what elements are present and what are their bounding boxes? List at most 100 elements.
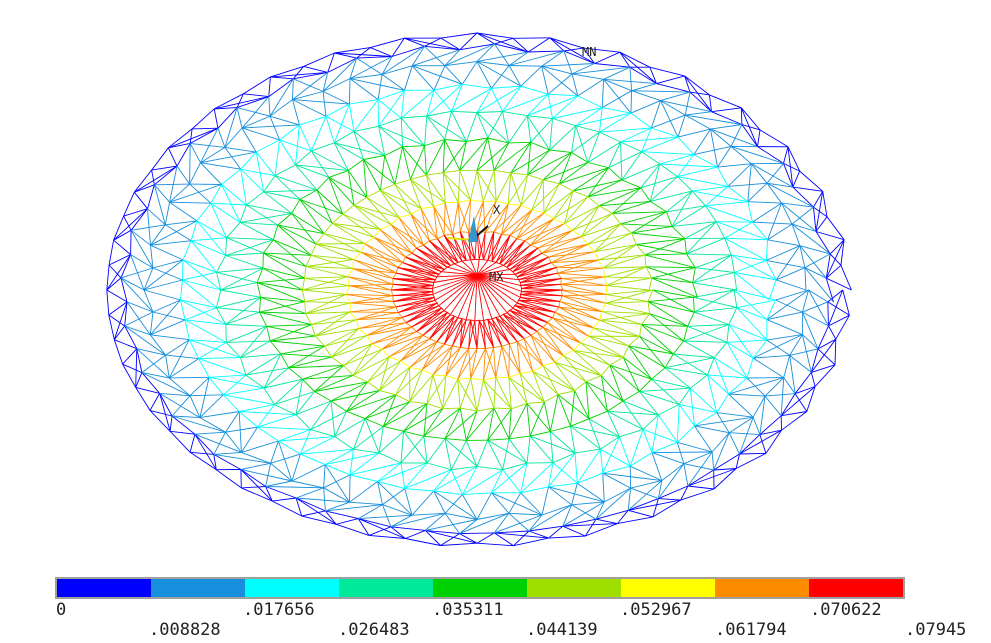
- mesh-member: [403, 431, 428, 464]
- mesh-member: [601, 364, 611, 376]
- mesh-member: [358, 504, 383, 519]
- mesh-member: [388, 356, 401, 362]
- mesh-member: [358, 518, 392, 528]
- mesh-member: [768, 279, 777, 301]
- legend-tick-label: 0: [56, 600, 67, 620]
- mesh-member: [397, 299, 435, 313]
- mesh-member: [549, 37, 595, 64]
- mesh-member: [441, 307, 445, 312]
- mesh-member: [240, 462, 271, 470]
- mesh-member: [280, 345, 325, 355]
- mesh-member: [220, 289, 261, 298]
- mesh-member: [346, 276, 350, 286]
- mesh-member: [240, 469, 266, 487]
- mesh-member: [815, 231, 845, 241]
- mesh-member: [347, 268, 354, 277]
- mesh-member: [644, 253, 687, 256]
- mesh-member: [393, 296, 435, 302]
- mesh-member: [269, 115, 300, 126]
- mesh-member: [382, 394, 397, 427]
- mesh-member: [141, 372, 191, 397]
- mesh-member: [764, 393, 796, 397]
- mesh-member: [330, 390, 380, 402]
- mesh-member: [507, 172, 512, 205]
- mesh-member: [304, 301, 351, 304]
- mesh-member: [651, 378, 691, 389]
- mesh-member: [381, 326, 412, 350]
- mesh-member: [350, 302, 397, 308]
- mesh-member: [404, 37, 460, 51]
- mesh-member: [114, 339, 137, 350]
- mesh-member: [495, 234, 511, 263]
- mesh-member: [295, 497, 326, 512]
- mesh-member: [194, 433, 217, 470]
- mesh-member: [710, 128, 732, 147]
- mesh-member: [327, 57, 357, 73]
- mesh-member: [684, 114, 711, 130]
- mesh-member: [440, 533, 460, 546]
- mesh-member: [470, 199, 484, 203]
- mesh-member: [349, 285, 392, 291]
- mesh-member: [380, 183, 396, 191]
- mesh-member: [802, 334, 819, 350]
- mesh-member: [530, 330, 538, 336]
- mesh-member: [746, 377, 766, 397]
- mesh-member: [483, 231, 495, 260]
- mesh-member: [678, 404, 695, 427]
- mesh-member: [794, 386, 816, 395]
- mesh-member: [556, 266, 604, 269]
- mesh-member: [268, 96, 271, 117]
- mesh-member: [493, 347, 497, 378]
- mesh-member: [573, 349, 624, 358]
- mesh-member: [605, 289, 654, 295]
- mesh-member: [491, 318, 510, 345]
- mesh-member: [476, 274, 518, 304]
- truss-mesh: [106, 32, 852, 547]
- mesh-member: [808, 289, 829, 327]
- mesh-member: [444, 49, 461, 67]
- mesh-member: [220, 282, 258, 291]
- mesh-member: [512, 252, 543, 273]
- mesh-member: [599, 319, 640, 337]
- mesh-member: [213, 454, 217, 470]
- mesh-member: [429, 238, 438, 242]
- mesh-member: [487, 408, 512, 441]
- mesh-member: [787, 146, 794, 188]
- mesh-member: [509, 309, 544, 328]
- mesh-member: [476, 440, 489, 467]
- mesh-member: [421, 341, 438, 371]
- legend-swatch: [151, 579, 245, 597]
- mesh-member: [364, 243, 403, 264]
- mesh-member: [752, 334, 803, 359]
- mesh-member: [323, 233, 362, 253]
- mesh-member: [363, 159, 368, 198]
- mesh-member: [259, 311, 312, 326]
- mesh-member: [476, 32, 495, 45]
- mesh-member: [390, 512, 446, 528]
- mesh-member: [135, 348, 138, 388]
- mesh-member: [783, 377, 796, 394]
- mesh-member: [577, 78, 604, 97]
- mesh-member: [378, 426, 384, 453]
- mesh-member: [277, 224, 312, 256]
- mesh-member: [189, 394, 224, 397]
- mesh-member: [711, 107, 742, 113]
- mesh-member: [730, 124, 743, 147]
- mesh-member: [692, 267, 696, 283]
- mesh-member: [502, 314, 525, 339]
- mesh-member: [451, 111, 467, 142]
- mesh-member: [304, 266, 307, 279]
- mesh-member: [641, 151, 661, 165]
- mesh-member: [462, 469, 503, 495]
- mesh-member: [302, 378, 315, 392]
- mesh-member: [510, 172, 522, 206]
- mesh-member: [530, 141, 550, 151]
- mesh-member: [622, 391, 640, 402]
- mesh-member: [130, 254, 145, 291]
- mesh-member: [349, 474, 378, 482]
- mesh-member: [366, 189, 381, 198]
- mesh-member: [302, 285, 350, 291]
- mesh-member: [606, 266, 647, 287]
- legend-color-bar: [55, 577, 905, 599]
- mesh-member: [433, 274, 478, 283]
